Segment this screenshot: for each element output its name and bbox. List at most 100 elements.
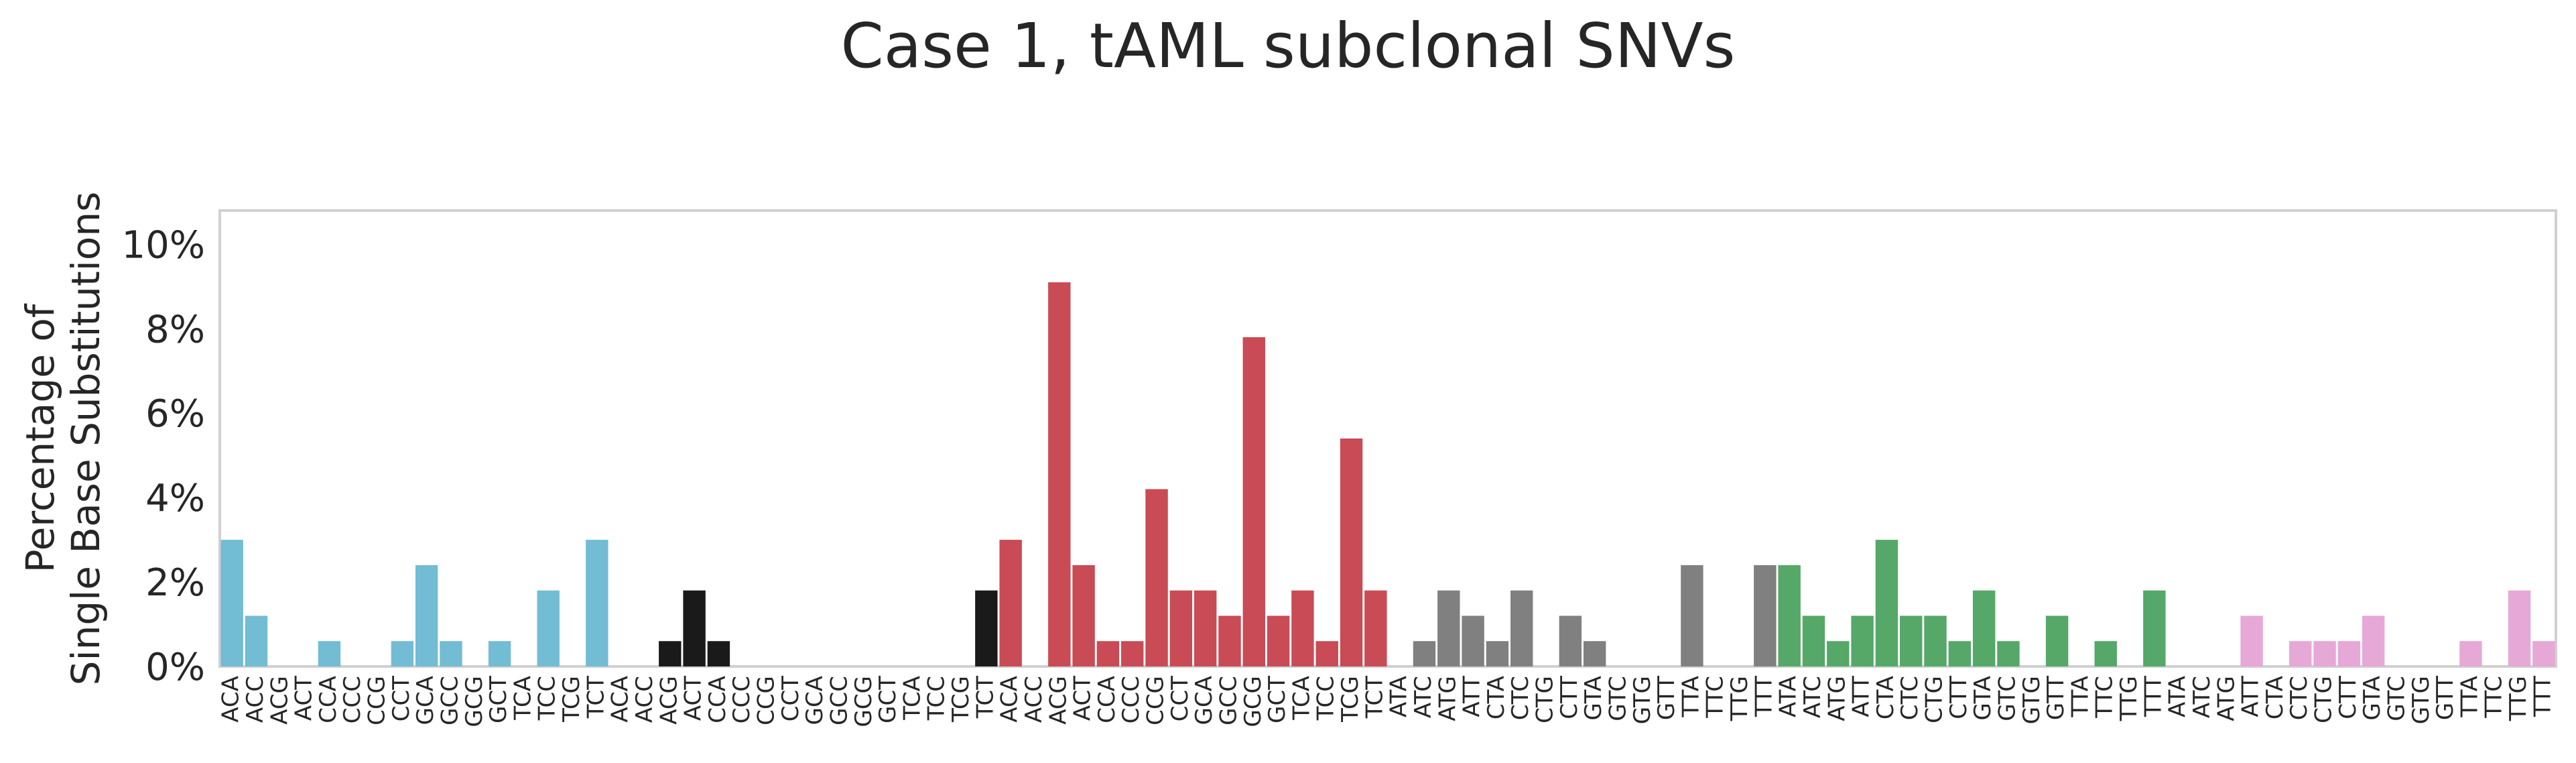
chart-title: Case 1, tAML subclonal SNVs [841, 10, 1736, 82]
x-tick-label: CCA [704, 676, 731, 723]
bar [2289, 641, 2312, 666]
x-tick-label: CCA [315, 676, 342, 723]
x-tick-label: ATT [1848, 676, 1875, 717]
bar [1997, 641, 2020, 666]
x-tick-label: TCG [948, 676, 974, 723]
bar [1875, 540, 1898, 666]
x-tick-label: TTG [2505, 676, 2532, 721]
x-tick-label: TCG [558, 676, 585, 723]
x-tick-label: CCT [1167, 676, 1194, 721]
bar [1364, 590, 1387, 666]
y-tick-label: 0% [145, 646, 205, 689]
bar [1778, 565, 1801, 666]
bar [1121, 641, 1144, 666]
x-tick-label: TTC [1702, 676, 1729, 719]
x-tick-label: ACT [680, 676, 707, 721]
x-tick-label: GTA [2359, 676, 2386, 721]
bar [537, 590, 560, 666]
plot-area [218, 209, 2557, 668]
x-tick-label: GCG [850, 676, 877, 727]
x-tick-label: TTA [2067, 676, 2094, 718]
x-tick-label: TTC [2091, 676, 2118, 719]
x-tick-label: GTT [1653, 676, 1680, 720]
x-tick-label: ATG [2213, 676, 2240, 721]
x-tick-label: ATC [1799, 676, 1826, 718]
x-tick-label: GCA [412, 676, 439, 725]
x-tick-label: CTT [2335, 676, 2362, 719]
bar [1413, 641, 1436, 666]
x-tick-label: CCG [753, 676, 780, 725]
x-tick-label: CCT [777, 676, 804, 721]
x-tick-label: CTC [2286, 676, 2313, 720]
x-tick-label: ATA [1386, 676, 1413, 717]
y-axis-label-line: Percentage of [17, 303, 63, 573]
x-tick-label: TCG [1337, 676, 1364, 723]
bar [1559, 615, 1582, 666]
bar [999, 540, 1022, 666]
bar [1096, 641, 1120, 666]
x-tick-label: GCC [826, 676, 852, 725]
bar [1681, 565, 1703, 666]
bar [683, 590, 706, 666]
x-tick-label: TCT [972, 676, 999, 719]
x-tick-label: GTT [2043, 676, 2069, 720]
x-tick-label: ACC [631, 676, 658, 723]
x-tick-label: GTC [2383, 676, 2410, 721]
bar [1900, 615, 1923, 666]
bar [586, 540, 608, 666]
x-tick-label: TTT [2529, 676, 2556, 717]
bar [2094, 641, 2117, 666]
bar [1510, 590, 1533, 666]
x-tick-label: ACG [266, 676, 293, 725]
y-axis-label: Percentage of Single Base Substitutions [17, 192, 109, 686]
x-tick-label: CTA [1872, 676, 1899, 719]
x-tick-label: ATG [1823, 676, 1850, 721]
x-axis: ACAACCACGACTCCACCCCCGCCTGCAGCCGCGGCTTCAT… [218, 676, 2557, 727]
bar [1851, 615, 1874, 666]
x-tick-label: TTA [1677, 676, 1704, 718]
x-tick-label: TCC [534, 676, 561, 721]
x-tick-label: GCT [875, 676, 901, 723]
x-tick-label: GCA [1191, 676, 1218, 725]
x-tick-label: GCT [1264, 676, 1291, 723]
bar [1948, 641, 1972, 666]
bar [1169, 590, 1193, 666]
x-tick-label: CCA [1094, 676, 1120, 723]
x-tick-label: CCG [1143, 676, 1169, 725]
y-axis: 0% 2% 4% 6% 8% 10% [122, 223, 205, 689]
x-tick-label: CTA [2262, 676, 2289, 719]
x-tick-label: GTC [1994, 676, 2020, 721]
x-tick-label: CTT [1945, 676, 1972, 719]
bar [659, 641, 682, 666]
x-tick-label: ACA [996, 676, 1023, 723]
bar [1145, 489, 1168, 666]
bar [1924, 615, 1947, 666]
x-tick-label: GCG [461, 676, 488, 727]
bar [1242, 337, 1265, 666]
x-tick-label: TCT [582, 676, 609, 719]
x-tick-label: CTT [1556, 676, 1583, 719]
x-tick-label: ACA [218, 676, 245, 723]
bar [2045, 615, 2069, 666]
x-tick-label: GTG [2408, 676, 2435, 724]
x-tick-label: CTC [1507, 676, 1534, 720]
bar [1583, 641, 1606, 666]
bar [391, 641, 414, 666]
bar [2337, 641, 2361, 666]
bar [1486, 641, 1509, 666]
x-tick-label: ACC [242, 676, 269, 723]
x-tick-label: ATT [1459, 676, 1486, 717]
x-tick-label: TTT [2140, 676, 2167, 717]
x-tick-label: GCC [436, 676, 463, 725]
x-tick-label: GTA [1970, 676, 1996, 721]
x-tick-label: GCT [485, 676, 512, 723]
bar [1340, 438, 1363, 666]
x-tick-label: CTA [1483, 676, 1510, 719]
bar [1218, 615, 1241, 666]
bar [440, 641, 462, 666]
bar [2532, 641, 2555, 666]
x-tick-label: ATA [1775, 676, 1802, 717]
bar [318, 641, 341, 666]
x-tick-label: ATG [1434, 676, 1461, 721]
x-tick-label: CTG [2311, 676, 2337, 723]
